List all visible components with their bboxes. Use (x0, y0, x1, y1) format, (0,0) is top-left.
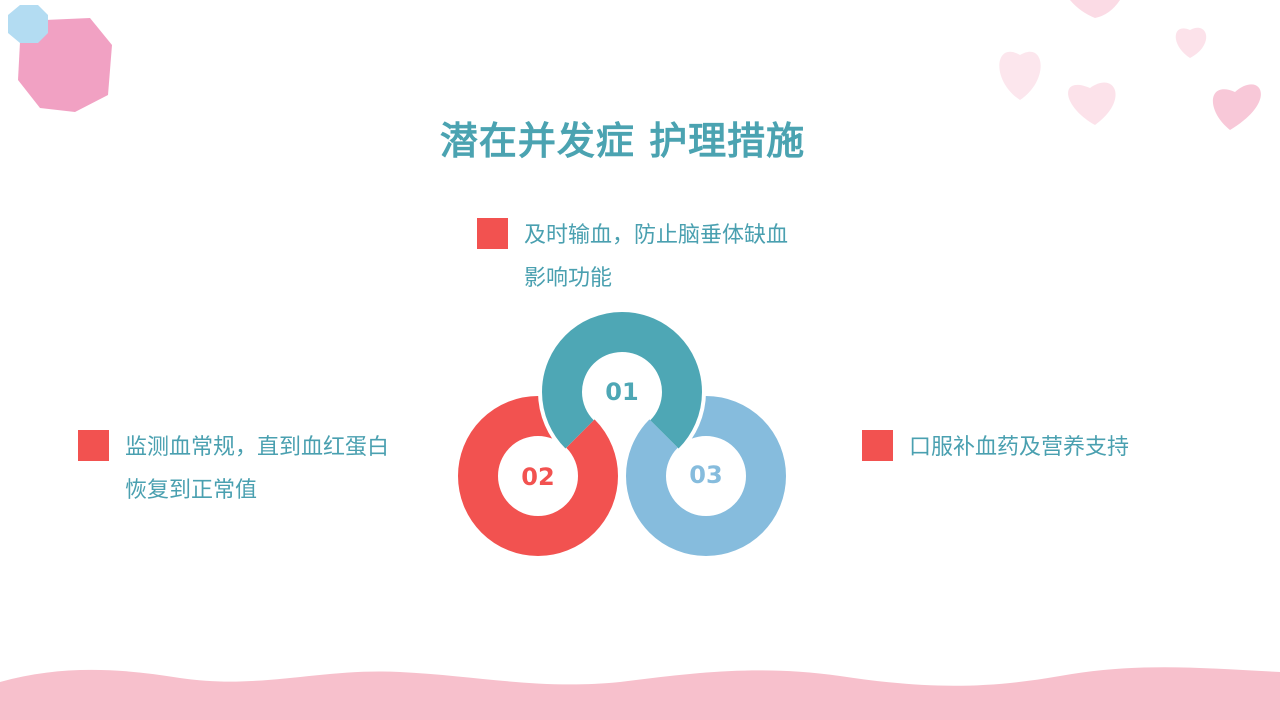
bullet-square (78, 430, 109, 461)
text-line: 监测血常规，直到血红蛋白 (125, 435, 390, 460)
bullet-square (477, 218, 508, 249)
text-line: 影响功能 (524, 266, 613, 291)
item-03: 口服补血药及营养支持 (862, 426, 1129, 469)
item-02-text: 监测血常规，直到血红蛋白 恢复到正常值 (125, 426, 389, 512)
ring-03 (626, 396, 786, 556)
bottom-wave (0, 667, 1280, 720)
text-line: 口服补血药及营养支持 (909, 435, 1130, 460)
text-line: 恢复到正常值 (125, 478, 258, 503)
page-title: 潜在并发症 护理措施 (439, 119, 806, 163)
ring-02 (458, 396, 618, 556)
heart-decoration (999, 0, 1261, 130)
text-line: 及时输血，防止脑垂体缺血 (524, 223, 789, 248)
bullet-square (862, 430, 893, 461)
ring-01 (538, 307, 706, 452)
ring-03-number: 03 (689, 461, 722, 489)
item-02: 监测血常规，直到血红蛋白 恢复到正常值 (78, 426, 389, 512)
ring-01-number: 01 (605, 378, 638, 406)
item-03-text: 口服补血药及营养支持 (909, 426, 1129, 469)
item-01: 及时输血，防止脑垂体缺血 影响功能 (477, 214, 788, 300)
ring-02-number: 02 (521, 463, 554, 491)
octagon-decoration (8, 5, 112, 112)
item-01-text: 及时输血，防止脑垂体缺血 影响功能 (524, 214, 788, 300)
